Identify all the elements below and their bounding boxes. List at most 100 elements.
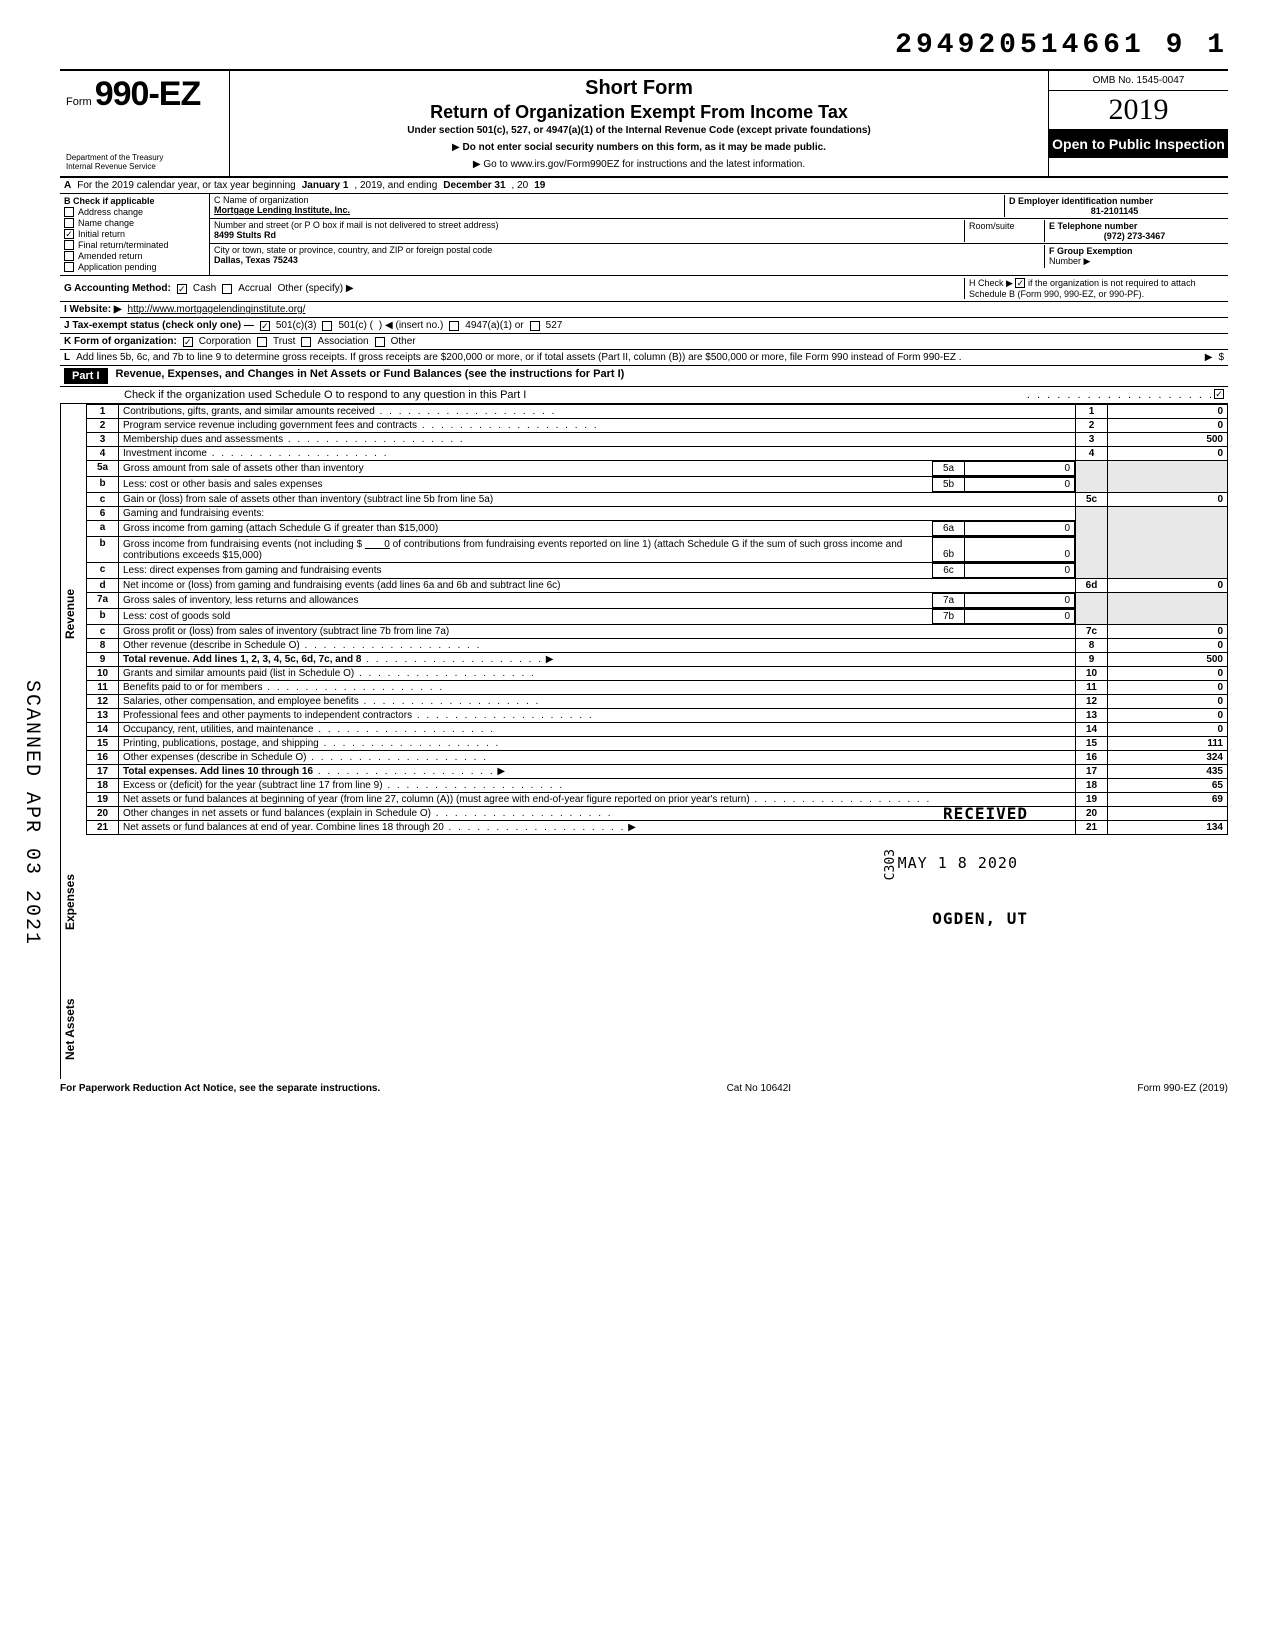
footer-mid: Cat No 10642I [727, 1083, 792, 1094]
checkbox-icon[interactable] [260, 321, 270, 331]
city-label: City or town, state or province, country… [214, 245, 1044, 255]
form-header-center: Short Form Return of Organization Exempt… [230, 71, 1048, 176]
omb-number: OMB No. 1545-0047 [1049, 71, 1228, 91]
checkbox-icon[interactable] [449, 321, 459, 331]
phone-label: E Telephone number [1049, 221, 1220, 231]
line-7c: cGross profit or (loss) from sales of in… [87, 625, 1228, 639]
vlabel-netassets: Net Assets [60, 979, 86, 1079]
check-o-text: Check if the organization used Schedule … [124, 389, 1027, 401]
dots [1027, 389, 1214, 401]
stamp-c303: C303 [883, 849, 898, 880]
dept-irs: Internal Revenue Service [66, 163, 223, 172]
section-b: B Check if applicable Address change Nam… [60, 194, 210, 275]
section-i: I Website: ▶ http://www.mortgagelendingi… [60, 302, 1228, 318]
group-exempt-label: F Group Exemption [1049, 246, 1220, 256]
line-9: 9Total revenue. Add lines 1, 2, 3, 4, 5c… [87, 653, 1228, 667]
line-8: 8Other revenue (describe in Schedule O)8… [87, 639, 1228, 653]
section-bcdef: B Check if applicable Address change Nam… [60, 194, 1228, 276]
room-suite: Room/suite [964, 220, 1044, 242]
line-4: 4Investment income40 [87, 447, 1228, 461]
street-value: 8499 Stults Rd [214, 230, 964, 240]
line-12: 12Salaries, other compensation, and empl… [87, 695, 1228, 709]
section-a-end: December 31 [443, 180, 505, 191]
chk-amended: Amended return [64, 251, 205, 261]
k-corp: Corporation [199, 336, 251, 347]
chk-address-change: Address change [64, 207, 205, 217]
checkbox-icon[interactable] [177, 284, 187, 294]
form-title: Return of Organization Exempt From Incom… [240, 102, 1038, 123]
checkbox-icon[interactable] [1015, 278, 1025, 288]
section-a-mid: , 2019, and ending [354, 180, 437, 191]
line-5c: cGain or (loss) from sale of assets othe… [87, 493, 1228, 507]
line-3: 3Membership dues and assessments3500 [87, 433, 1228, 447]
checkbox-icon[interactable] [1214, 389, 1224, 399]
k-trust: Trust [273, 336, 295, 347]
form-number-value: 990-EZ [95, 75, 201, 113]
form-number: Form 990-EZ [66, 75, 223, 114]
section-k: K Form of organization: Corporation Trus… [60, 334, 1228, 350]
line-20: 20Other changes in net assets or fund ba… [87, 807, 1228, 821]
checkbox-icon[interactable] [301, 337, 311, 347]
row-city: City or town, state or province, country… [210, 244, 1228, 269]
chk-name-change: Name change [64, 218, 205, 228]
part1-header-row: Part I Revenue, Expenses, and Changes in… [60, 366, 1228, 387]
checkbox-icon[interactable] [257, 337, 267, 347]
j-4947a1: 4947(a)(1) or [465, 320, 523, 331]
checkbox-icon[interactable] [375, 337, 385, 347]
form-header: Form 990-EZ Department of the Treasury I… [60, 69, 1228, 178]
chk-final-return: Final return/terminated [64, 240, 205, 250]
row-org-name: C Name of organization Mortgage Lending … [210, 194, 1228, 219]
checkbox-icon[interactable] [64, 207, 74, 217]
part1-badge: Part I [64, 368, 108, 384]
city-value: Dallas, Texas 75243 [214, 255, 1044, 265]
sections-ghijkl: G Accounting Method: Cash Accrual Other … [60, 276, 1228, 366]
line-17: 17Total expenses. Add lines 10 through 1… [87, 765, 1228, 779]
line-6: 6Gaming and fundraising events: [87, 507, 1228, 521]
street-label: Number and street (or P O box if mail is… [214, 220, 964, 230]
line-19: 19Net assets or fund balances at beginni… [87, 793, 1228, 807]
arrow-icon [473, 159, 483, 170]
line-10: 10Grants and similar amounts paid (list … [87, 667, 1228, 681]
stamp-received: RECEIVED [943, 804, 1028, 823]
line-2: 2Program service revenue including gover… [87, 419, 1228, 433]
tax-year: 2019 [1049, 91, 1228, 130]
form-header-right: OMB No. 1545-0047 2019 Open to Public In… [1048, 71, 1228, 176]
line-5a: 5aGross amount from sale of assets other… [87, 461, 1228, 477]
checkbox-icon[interactable] [64, 218, 74, 228]
line-6b: bGross income from fundraising events (n… [87, 537, 1228, 563]
form-header-left: Form 990-EZ Department of the Treasury I… [60, 71, 230, 176]
g-label: G Accounting Method: [64, 283, 171, 294]
chk-application-pending: Application pending [64, 262, 205, 272]
j-527: 527 [546, 320, 563, 331]
footer: For Paperwork Reduction Act Notice, see … [60, 1079, 1228, 1094]
j-label: J Tax-exempt status (check only one) — [64, 320, 254, 331]
checkbox-icon[interactable] [222, 284, 232, 294]
arrow-icon: ▶ [1205, 352, 1213, 363]
section-l: L Add lines 5b, 6c, and 7b to line 9 to … [60, 350, 1228, 366]
part1-title: Revenue, Expenses, and Changes in Net As… [116, 368, 625, 384]
group-exempt-label2: Number ▶ [1049, 256, 1220, 267]
section-a-begin: January 1 [302, 180, 349, 191]
checkbox-icon[interactable] [183, 337, 193, 347]
checkbox-icon[interactable] [64, 262, 74, 272]
checkbox-icon[interactable] [322, 321, 332, 331]
g-other: Other (specify) ▶ [278, 283, 354, 294]
part1-body: Revenue Expenses Net Assets 1Contributio… [60, 404, 1228, 1079]
form-label: Form [66, 96, 92, 108]
k-other: Other [391, 336, 416, 347]
section-g: G Accounting Method: Cash Accrual Other … [60, 276, 1228, 302]
lines-body: 1Contributions, gifts, grants, and simil… [86, 404, 1228, 1079]
checkbox-icon[interactable] [64, 251, 74, 261]
line-14: 14Occupancy, rent, utilities, and mainte… [87, 723, 1228, 737]
line-1: 1Contributions, gifts, grants, and simil… [87, 405, 1228, 419]
checkbox-icon[interactable] [64, 229, 74, 239]
line-15: 15Printing, publications, postage, and s… [87, 737, 1228, 751]
l-label: L [64, 352, 70, 363]
part1-check-o: Check if the organization used Schedule … [60, 387, 1228, 404]
vlabel-revenue: Revenue [60, 404, 86, 824]
section-h: H Check ▶ if the organization is not req… [964, 278, 1224, 299]
org-name: Mortgage Lending Institute, Inc. [214, 205, 1004, 215]
checkbox-icon[interactable] [64, 240, 74, 250]
line-18: 18Excess or (deficit) for the year (subt… [87, 779, 1228, 793]
checkbox-icon[interactable] [530, 321, 540, 331]
